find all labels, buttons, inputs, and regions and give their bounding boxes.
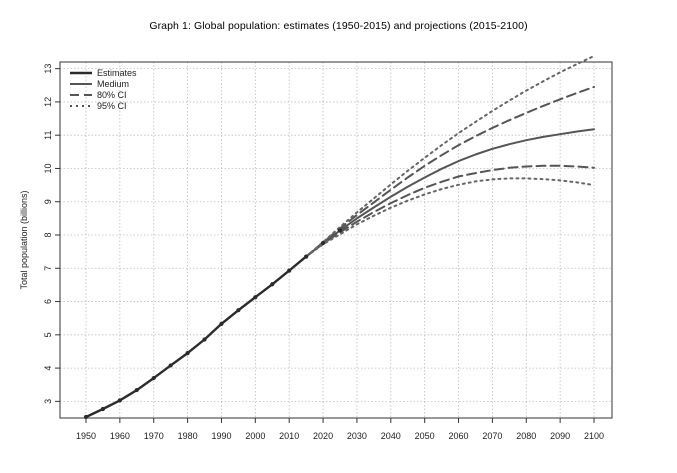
y-tick-label-10: 10 bbox=[43, 163, 53, 173]
y-tick-label-11: 11 bbox=[43, 131, 53, 140]
estimate-point-2010 bbox=[287, 268, 292, 273]
x-tick-label-2070: 2070 bbox=[482, 431, 502, 441]
y-axis-label: Total population (billions) bbox=[19, 190, 29, 289]
series-line-estimates bbox=[84, 255, 308, 419]
x-tick-label-1980: 1980 bbox=[178, 431, 198, 441]
x-tick-label-2100: 2100 bbox=[584, 431, 604, 441]
x-tick-label-2030: 2030 bbox=[347, 431, 367, 441]
estimate-point-1985 bbox=[202, 337, 207, 342]
x-tick-label-2020: 2020 bbox=[313, 431, 333, 441]
x-tick-label-1970: 1970 bbox=[144, 431, 164, 441]
estimate-point-2000 bbox=[253, 295, 258, 300]
x-tick-label-2080: 2080 bbox=[516, 431, 536, 441]
y-tick-label-6: 6 bbox=[43, 299, 53, 304]
x-tick-label-2060: 2060 bbox=[449, 431, 469, 441]
legend-label-3: 95% CI bbox=[97, 101, 127, 111]
estimate-point-1960 bbox=[117, 398, 122, 403]
estimate-point-2005 bbox=[270, 282, 275, 287]
y-axis: 3 4 5 6 7 8 9 10 11 12 13 bbox=[43, 64, 60, 404]
x-tick-label-1960: 1960 bbox=[110, 431, 130, 441]
estimate-point-2020 bbox=[320, 240, 326, 246]
x-tick-label-1950: 1950 bbox=[76, 431, 96, 441]
estimate-point-1955 bbox=[100, 406, 106, 412]
x-tick-label-2090: 2090 bbox=[550, 431, 570, 441]
series-layer bbox=[84, 55, 595, 419]
estimate-point-1990 bbox=[219, 321, 224, 326]
estimate-markers bbox=[83, 228, 343, 420]
y-tick-label-4: 4 bbox=[43, 366, 53, 371]
grid-lines bbox=[60, 62, 612, 418]
y-tick-label-3: 3 bbox=[43, 399, 53, 404]
series-line-80-ci-upper bbox=[305, 86, 595, 258]
legend-label-0: Estimates bbox=[97, 68, 137, 78]
x-tick-label-2000: 2000 bbox=[245, 431, 265, 441]
legend-label-2: 80% CI bbox=[97, 90, 127, 100]
y-tick-label-9: 9 bbox=[43, 199, 53, 204]
series-line-80-ci-lower bbox=[305, 164, 595, 258]
estimate-point-1980 bbox=[185, 351, 190, 356]
y-tick-label-12: 12 bbox=[43, 97, 53, 107]
x-tick-label-2040: 2040 bbox=[381, 431, 401, 441]
y-tick-label-13: 13 bbox=[43, 64, 53, 74]
estimate-point-1975 bbox=[168, 363, 173, 368]
y-tick-label-5: 5 bbox=[43, 332, 53, 337]
estimate-point-1965 bbox=[134, 387, 139, 393]
chart-title: Graph 1: Global population: estimates (1… bbox=[149, 20, 528, 32]
y-tick-label-8: 8 bbox=[43, 233, 53, 238]
series-line-95-ci-upper bbox=[305, 55, 595, 258]
y-tick-label-7: 7 bbox=[43, 266, 53, 271]
x-tick-label-2010: 2010 bbox=[279, 431, 299, 441]
legend-label-1: Medium bbox=[97, 79, 129, 89]
estimate-point-1950 bbox=[83, 414, 89, 420]
estimate-point-1995 bbox=[236, 308, 241, 313]
estimate-point-1970 bbox=[151, 375, 156, 381]
series-line-medium bbox=[305, 128, 595, 258]
estimate-point-2015 bbox=[304, 254, 309, 259]
x-tick-label-1990: 1990 bbox=[211, 431, 231, 441]
plot-frame bbox=[59, 61, 613, 419]
estimate-point-2025 bbox=[337, 228, 343, 233]
x-axis: 1950 1960 1970 1980 1990 2000 2010 2020 2030 2040… bbox=[76, 418, 604, 441]
series-line-95-ci-lower bbox=[305, 177, 595, 258]
x-tick-label-2050: 2050 bbox=[415, 431, 435, 441]
